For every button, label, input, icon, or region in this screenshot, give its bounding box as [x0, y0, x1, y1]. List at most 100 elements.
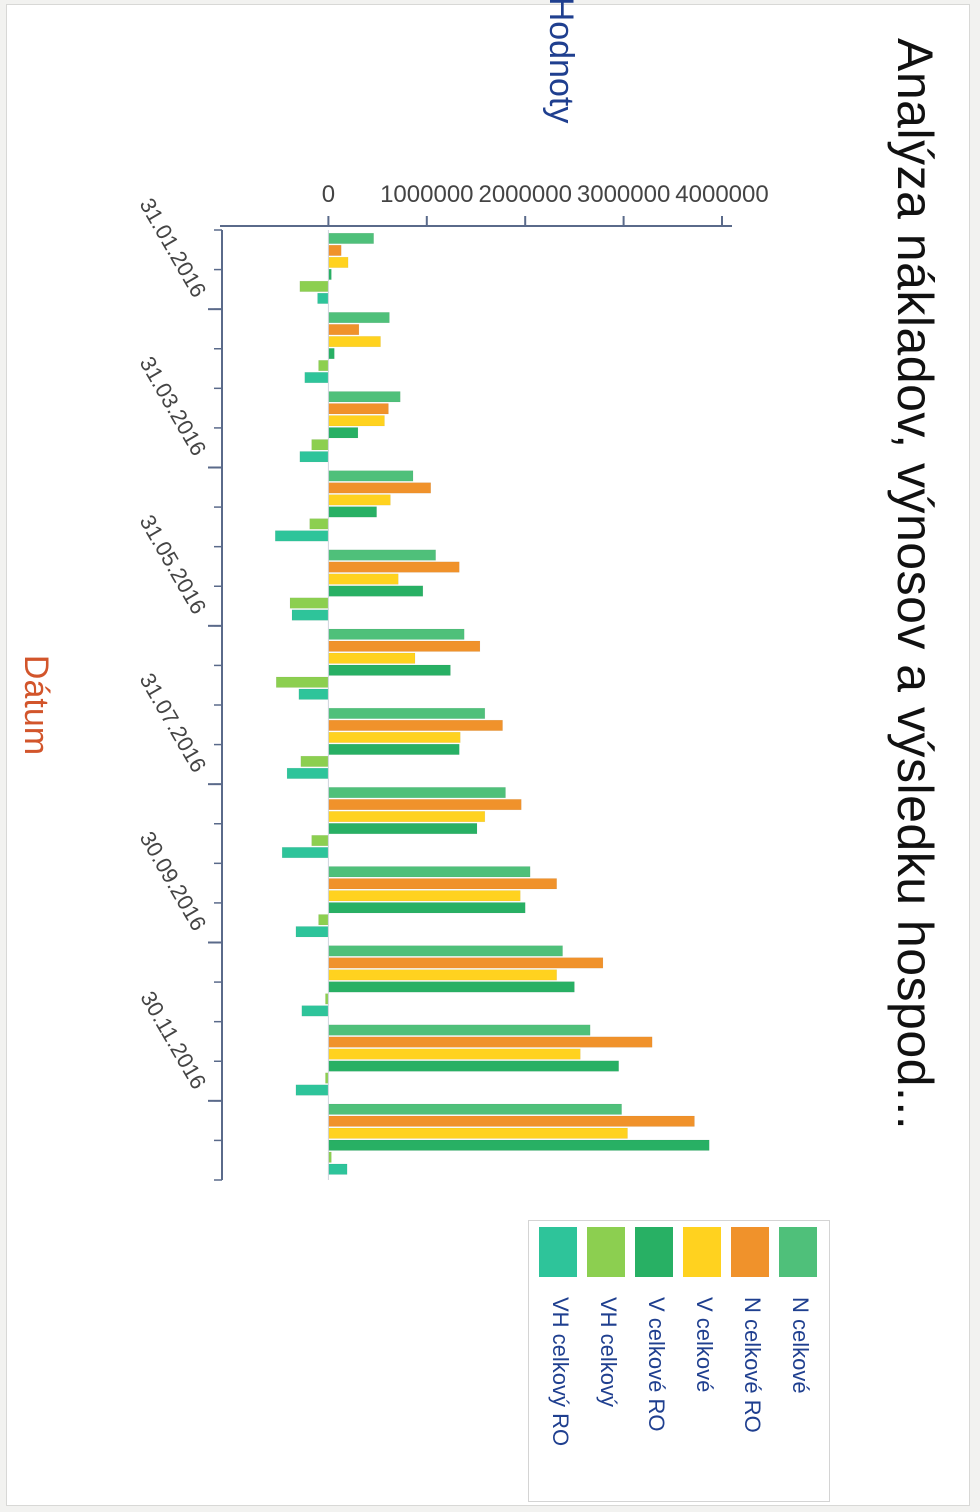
- bar-v-celkove: [328, 415, 385, 427]
- bar-v-celkove: [328, 256, 349, 268]
- legend-swatch: [635, 1227, 673, 1277]
- legend-swatch: [587, 1227, 625, 1277]
- bar-n-celkove: [328, 549, 436, 561]
- bar-vh-celkovy-ro: [298, 688, 329, 700]
- bar-n-celkove: [328, 866, 531, 878]
- legend-label: N celkové: [788, 1297, 813, 1394]
- bar-vh-celkovy-ro: [275, 530, 329, 542]
- bar-v-celkove: [328, 731, 461, 743]
- legend-label: V celkové RO: [644, 1297, 669, 1432]
- y-tick-label: 1000000: [380, 181, 473, 208]
- chart-legend: N celkové N celkové RO V celkové V celkové …: [528, 1220, 830, 1502]
- bar-vh-celkovy-ro: [304, 372, 329, 384]
- bar-n-celkove: [328, 945, 563, 957]
- bar-n-celkove-ro: [328, 878, 557, 890]
- bar-vh-celkovy-ro: [295, 1084, 329, 1096]
- bar-n-celkove: [328, 1103, 622, 1115]
- bar-v-celkove: [328, 969, 557, 981]
- bar-n-celkove-ro: [328, 1036, 653, 1048]
- bar-v-celkove-ro: [328, 743, 460, 755]
- bar-v-celkove: [328, 1127, 628, 1139]
- bar-v-celkove-ro: [328, 902, 526, 914]
- bar-n-celkove-ro: [328, 799, 522, 811]
- x-tick-label: 31.01.2016: [135, 194, 212, 302]
- legend-swatch: [731, 1227, 769, 1277]
- bar-n-celkove: [328, 391, 401, 403]
- bar-vh-celkovy-ro: [301, 1005, 329, 1017]
- bar-n-celkove-ro: [328, 561, 460, 573]
- legend-item: N celkové RO: [729, 1227, 773, 1497]
- legend-swatch: [779, 1227, 817, 1277]
- bar-n-celkove-ro: [328, 244, 342, 256]
- legend-item: N celkové: [777, 1227, 821, 1497]
- bar-n-celkove-ro: [328, 640, 481, 652]
- bar-v-celkove: [328, 890, 521, 902]
- bar-v-celkove-ro: [328, 585, 424, 597]
- bar-v-celkove: [328, 1048, 581, 1060]
- bar-n-celkove: [328, 1024, 591, 1036]
- x-tick-label: 30.09.2016: [135, 827, 212, 935]
- legend-label: VH celkový: [596, 1297, 621, 1408]
- legend-label: V celkové: [692, 1297, 717, 1393]
- bar-n-celkove: [328, 312, 390, 324]
- x-tick-label: 30.11.2016: [135, 987, 211, 1093]
- legend-item: V celkové: [681, 1227, 725, 1497]
- bar-vh-celkovy: [309, 518, 329, 530]
- bar-n-celkove-ro: [328, 957, 604, 969]
- y-tick-label: 3000000: [577, 181, 670, 208]
- bar-n-celkove-ro: [328, 719, 503, 731]
- bar-vh-celkovy: [299, 280, 329, 292]
- bar-v-celkove: [328, 573, 399, 585]
- y-axis-title: Hodnoty: [542, 0, 580, 123]
- bar-n-celkove: [328, 470, 414, 482]
- bar-vh-celkovy: [318, 914, 329, 926]
- legend-label: VH celkový RO: [548, 1297, 573, 1447]
- bar-v-celkove-ro: [328, 427, 359, 439]
- bar-v-celkove-ro: [328, 348, 335, 360]
- bar-v-celkove-ro: [328, 1060, 619, 1072]
- bar-vh-celkovy: [300, 755, 329, 767]
- bar-vh-celkovy-ro: [281, 847, 329, 859]
- bar-n-celkove-ro: [328, 324, 360, 336]
- y-tick-label: 4000000: [675, 181, 768, 208]
- x-axis-title: Dátum: [17, 655, 55, 755]
- legend-swatch: [539, 1227, 577, 1277]
- bar-v-celkove: [328, 811, 486, 823]
- bar-vh-celkovy-ro: [291, 609, 329, 621]
- bar-v-celkove-ro: [328, 664, 451, 676]
- bar-vh-celkovy: [289, 597, 329, 609]
- bar-v-celkove: [328, 652, 416, 664]
- plot-area: [230, 230, 722, 1180]
- x-tick-label: 31.05.2016: [135, 510, 212, 618]
- bar-n-celkove: [328, 232, 374, 244]
- bar-n-celkove: [328, 628, 465, 640]
- y-tick-label: 0: [322, 181, 335, 208]
- bar-n-celkove-ro: [328, 482, 431, 494]
- bar-vh-celkovy: [311, 835, 329, 847]
- bar-n-celkove-ro: [328, 1115, 695, 1127]
- bar-n-celkove: [328, 787, 506, 799]
- bar-vh-celkovy-ro: [328, 1163, 348, 1175]
- bar-vh-celkovy-ro: [286, 767, 329, 779]
- bar-v-celkove: [328, 494, 391, 506]
- bar-vh-celkovy-ro: [317, 292, 329, 304]
- x-tick-label: 31.07.2016: [135, 669, 212, 777]
- legend-item: VH celkový RO: [537, 1227, 581, 1497]
- bar-v-celkove-ro: [328, 981, 575, 993]
- y-tick-label: 2000000: [478, 181, 571, 208]
- legend-swatch: [683, 1227, 721, 1277]
- bar-vh-celkovy-ro: [295, 926, 329, 938]
- legend-item: V celkové RO: [633, 1227, 677, 1497]
- bar-v-celkove-ro: [328, 1139, 710, 1151]
- bar-n-celkove-ro: [328, 403, 389, 415]
- bar-n-celkove: [328, 707, 486, 719]
- legend-item: VH celkový: [585, 1227, 629, 1497]
- x-tick-label: 31.03.2016: [135, 352, 212, 460]
- legend-label: N celkové RO: [740, 1297, 765, 1433]
- bar-vh-celkovy: [311, 439, 329, 451]
- bar-v-celkove: [328, 336, 381, 348]
- bar-vh-celkovy-ro: [299, 451, 329, 463]
